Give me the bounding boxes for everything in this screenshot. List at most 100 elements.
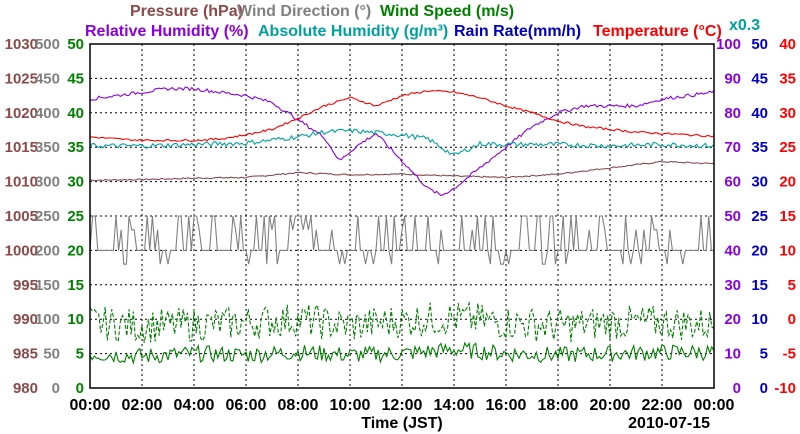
tick-label-pressure: 1000 — [5, 242, 38, 259]
tick-label-rain-rate: 15 — [751, 277, 768, 294]
series-layer — [89, 86, 715, 389]
tick-label-rain-rate: 30 — [751, 174, 768, 191]
tick-label-temperature: -10 — [774, 380, 796, 397]
tick-label-temperature: 30 — [779, 105, 796, 122]
legend-rain-rate: Rain Rate(mm/h) — [454, 23, 581, 40]
tick-label-wind-speed: 50 — [67, 36, 84, 53]
tick-label-temperature: 0 — [788, 311, 796, 328]
tick-label-relative-humidity: 30 — [724, 277, 741, 294]
tick-label-relative-humidity: 90 — [724, 70, 741, 87]
tick-label-rain-rate: 45 — [751, 70, 768, 87]
tick-label-pressure: 1015 — [5, 139, 38, 156]
tick-label-wind-direction: 250 — [35, 208, 60, 225]
series-line-temperature-c — [90, 89, 715, 142]
tick-label-relative-humidity: 20 — [724, 311, 741, 328]
tick-label-rain-rate: 50 — [751, 36, 768, 53]
tick-label-wind-direction: 100 — [35, 311, 60, 328]
tick-label-wind-direction: 450 — [35, 70, 60, 87]
tick-label-wind-direction: 200 — [35, 242, 60, 259]
tick-label-relative-humidity: 80 — [724, 105, 741, 122]
series-line-relative-humidity — [89, 86, 715, 197]
tick-label-wind-speed: 45 — [67, 70, 84, 87]
tick-label-pressure: 1030 — [5, 36, 38, 53]
x-tick-label: 00:00 — [70, 397, 111, 414]
tick-label-temperature: 10 — [779, 242, 796, 259]
tick-label-relative-humidity: 10 — [724, 346, 741, 363]
x-tick-label: 16:00 — [486, 397, 527, 414]
tick-label-pressure: 985 — [13, 346, 38, 363]
legend-temperature: Temperature (°C) — [593, 23, 722, 40]
tick-label-wind-speed: 40 — [67, 105, 84, 122]
legend-pressure: Pressure (hPa) — [130, 3, 243, 20]
tick-label-pressure: 995 — [13, 277, 38, 294]
tick-label-wind-speed: 35 — [67, 139, 84, 156]
x-tick-label: 08:00 — [278, 397, 319, 414]
tick-label-wind-direction: 400 — [35, 105, 60, 122]
date-label: 2010-07-15 — [628, 415, 710, 432]
legend-absolute-humidity: Absolute Humidity (g/m³) — [258, 23, 448, 40]
x-tick-label: 18:00 — [538, 397, 579, 414]
tick-label-wind-direction: 300 — [35, 174, 60, 191]
tick-label-temperature: 5 — [788, 277, 796, 294]
tick-label-rain-rate: 35 — [751, 139, 768, 156]
tick-label-relative-humidity: 40 — [724, 242, 741, 259]
tick-label-rain-rate: 0 — [760, 380, 768, 397]
tick-label-relative-humidity: 50 — [724, 208, 741, 225]
tick-label-pressure: 1025 — [5, 70, 38, 87]
x-tick-label: 22:00 — [642, 397, 683, 414]
tick-label-wind-speed: 0 — [76, 380, 84, 397]
tick-label-pressure: 1010 — [5, 174, 38, 191]
x-tick-label: 04:00 — [174, 397, 215, 414]
tick-label-temperature: 15 — [779, 208, 796, 225]
series-line-absolute-humidity-g-m — [89, 127, 715, 155]
tick-label-temperature: 35 — [779, 70, 796, 87]
tick-label-wind-speed: 20 — [67, 242, 84, 259]
tick-label-wind-speed: 10 — [67, 311, 84, 328]
tick-label-temperature: 40 — [779, 36, 796, 53]
tick-label-wind-direction: 500 — [35, 36, 60, 53]
legend-relative-humidity: Relative Humidity (%) — [85, 23, 249, 40]
x-tick-label: 00:00 — [694, 397, 735, 414]
axes-layer: 1030102510201015101010051000995990985980… — [5, 36, 796, 414]
tick-label-temperature: 20 — [779, 174, 796, 191]
legend-wind-speed: Wind Speed (m/s) — [380, 3, 514, 20]
tick-label-pressure: 1005 — [5, 208, 38, 225]
tick-label-wind-speed: 15 — [67, 277, 84, 294]
x-tick-label: 10:00 — [330, 397, 371, 414]
tick-label-wind-speed: 25 — [67, 208, 84, 225]
tick-label-rain-rate: 5 — [760, 346, 768, 363]
x-axis-title: Time (JST) — [361, 415, 443, 432]
tick-label-wind-speed: 5 — [76, 346, 84, 363]
tick-label-rain-rate: 10 — [751, 311, 768, 328]
tick-label-pressure: 1020 — [5, 105, 38, 122]
series-line-wind-direction — [89, 215, 714, 265]
legend-wind-direction: Wind Direction (°) — [237, 3, 371, 20]
tick-label-pressure: 990 — [13, 311, 38, 328]
series-line-wind-speed-m-s — [89, 341, 715, 365]
tick-label-rain-rate: 40 — [751, 105, 768, 122]
tick-label-pressure: 980 — [13, 380, 38, 397]
tick-label-rain-rate: 25 — [751, 208, 768, 225]
tick-label-relative-humidity: 0 — [733, 380, 741, 397]
absolute-humidity-scale-note: x0.3 — [729, 17, 760, 34]
x-tick-label: 02:00 — [122, 397, 163, 414]
tick-label-wind-speed: 30 — [67, 174, 84, 191]
tick-label-temperature: 25 — [779, 139, 796, 156]
tick-label-wind-direction: 150 — [35, 277, 60, 294]
series-line-max-wind-speed-m-s — [89, 301, 715, 343]
tick-label-wind-direction: 50 — [43, 346, 60, 363]
tick-label-temperature: -5 — [783, 346, 796, 363]
tick-label-relative-humidity: 100 — [716, 36, 741, 53]
tick-label-wind-direction: 0 — [52, 380, 60, 397]
series-line-pressure-hpa — [89, 160, 714, 182]
tick-label-wind-direction: 350 — [35, 139, 60, 156]
plot-area-border — [89, 43, 715, 389]
tick-label-relative-humidity: 70 — [724, 139, 741, 156]
x-tick-label: 06:00 — [226, 397, 267, 414]
tick-label-relative-humidity: 60 — [724, 174, 741, 191]
tick-label-rain-rate: 20 — [751, 242, 768, 259]
x-tick-label: 12:00 — [382, 397, 423, 414]
x-tick-label: 20:00 — [590, 397, 631, 414]
